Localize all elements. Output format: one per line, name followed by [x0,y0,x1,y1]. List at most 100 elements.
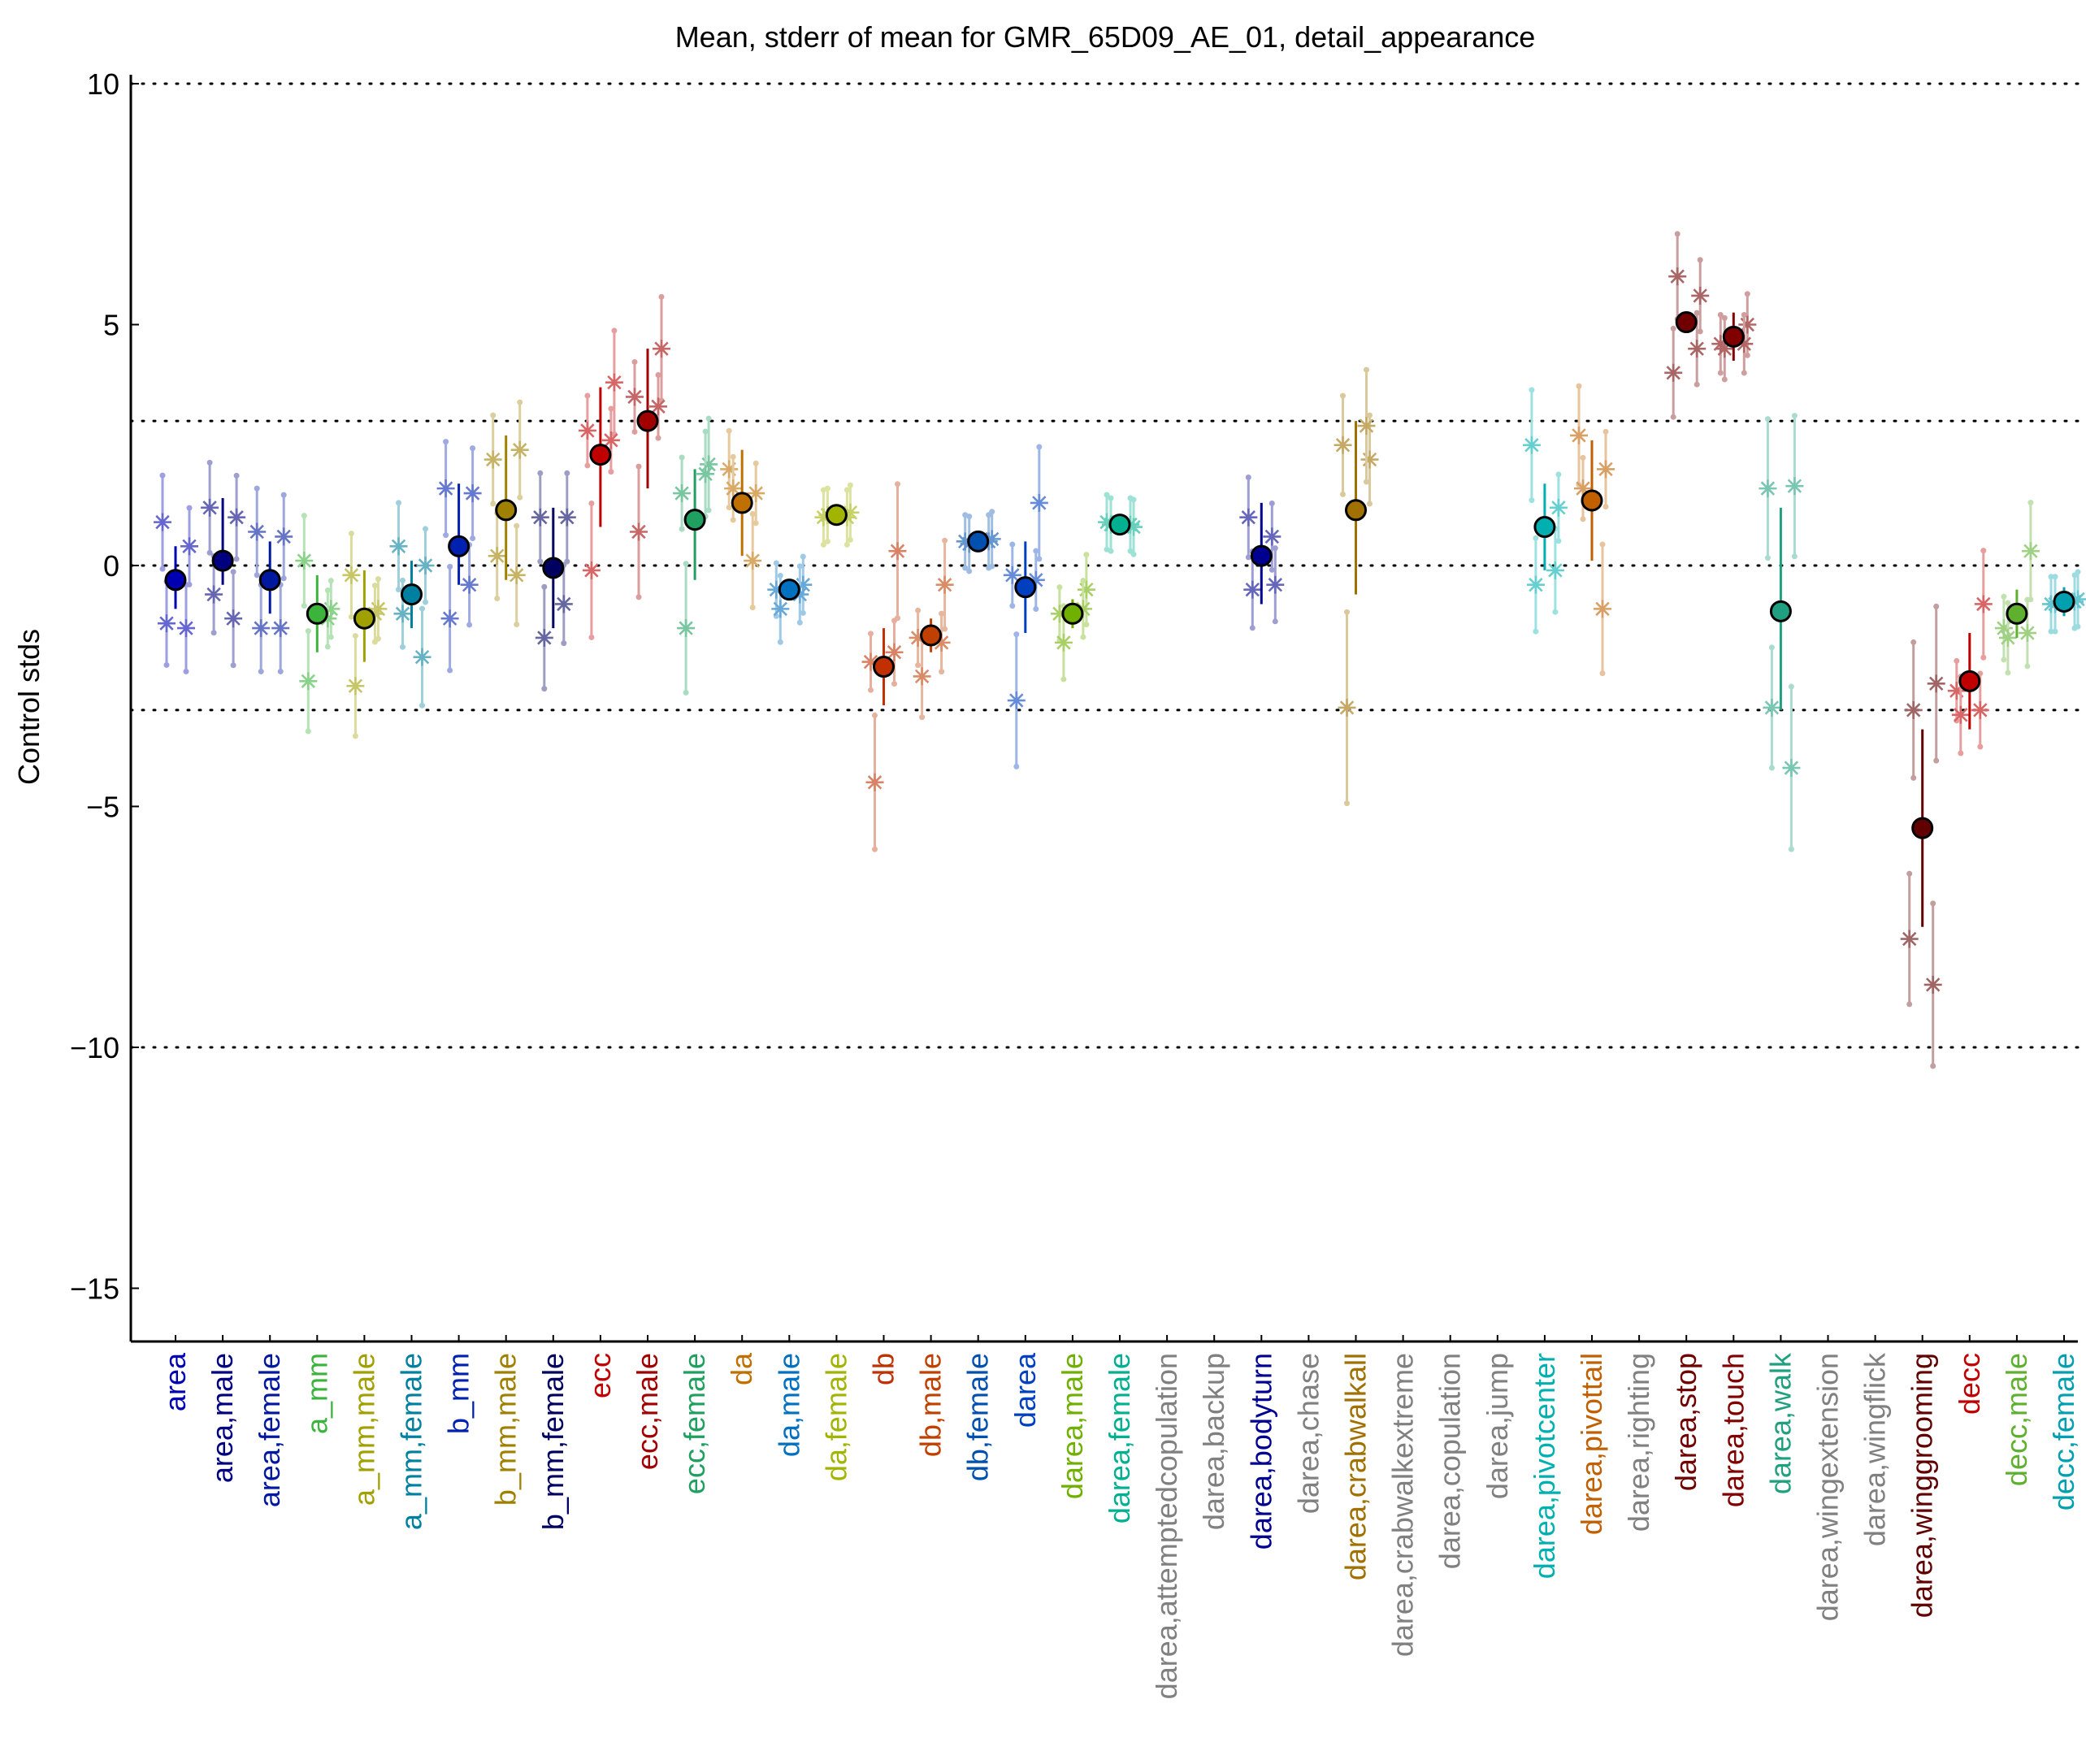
sample-error-cap [1741,370,1747,376]
sample-error-cap [655,435,661,441]
y-tick-label: 5 [103,309,119,342]
sample-error-cap [631,428,638,435]
sample-error-cap [2024,596,2031,603]
mean-marker [920,624,943,647]
category-group [1711,291,1757,383]
sample-error-cap [2001,593,2007,600]
sample-star-marker [535,628,553,647]
sample-error-cap [1954,657,1960,664]
mean-marker [306,602,328,625]
sample-star-marker [1239,508,1258,527]
mean-marker [683,509,706,531]
sample-error-cap [470,535,476,541]
category-group [436,439,482,674]
x-tick-label: darea,wingflick [1858,1352,1892,1546]
sample-error-cap [584,392,591,399]
x-tick-label: darea,crabwalkextreme [1386,1353,1420,1657]
mean-marker [731,492,753,514]
mean-marker [1911,817,1934,839]
sample-error-cap [939,610,945,617]
sample-star-marker [1526,575,1545,594]
sample-star-marker [626,388,644,406]
sample-star-marker [201,498,219,517]
x-tick-label: b_mm,male [489,1353,523,1506]
y-axis-label: Control stds [12,629,46,785]
x-tick-label: darea,male [1056,1353,1089,1499]
sample-error-cap [1910,774,1917,781]
sample-error-cap [163,661,170,668]
x-tick-label: decc [1953,1353,1986,1415]
sample-star-marker [1971,700,1989,719]
x-tick-label: darea,pivotcenter [1528,1353,1561,1579]
category-group [531,470,576,692]
sample-error-cap [514,522,520,529]
y-tick-label: 0 [103,549,119,583]
sample-star-marker [413,648,432,666]
category-group [673,415,718,696]
sample-star-marker [630,522,648,541]
sample-error-cap [796,619,803,626]
mean-marker [495,499,518,522]
sample-error-cap [730,517,736,523]
sample-error-cap [1580,454,1586,461]
category-group [1003,444,1048,769]
sample-star-marker [299,672,318,691]
sample-star-marker [696,465,715,483]
sample-star-marker [1785,477,1804,496]
sample-error-cap [541,583,548,590]
sample-star-marker [885,643,904,661]
sample-star-marker [578,421,596,440]
sample-star-marker [1927,674,1945,693]
sample-star-marker [1759,479,1777,498]
sample-star-marker [557,508,576,527]
sample-error-cap [915,662,922,669]
sample-star-marker [653,340,670,358]
sample-error-cap [1108,548,1114,554]
sample-error-cap [371,639,378,645]
sample-error-cap [631,358,638,365]
sample-error-cap [1340,392,1346,399]
sample-error-cap [447,667,453,674]
sample-error-cap [966,568,973,574]
mean-marker [1250,544,1273,567]
sample-error-cap [1340,491,1346,497]
sample-error-cap [2005,670,2011,676]
sample-error-cap [844,541,850,548]
x-tick-label: db,male [914,1353,948,1457]
sample-error-cap [1009,603,1016,609]
sample-star-marker [1951,705,1970,724]
sample-star-marker [1974,595,1993,613]
category-group [814,482,860,548]
sample-error-cap [327,578,334,584]
sample-star-marker [460,575,479,594]
mean-marker [1769,600,1792,622]
sample-error-cap [1033,606,1039,613]
sample-error-cap [1602,428,1609,435]
data-series [154,231,2086,1069]
sample-error-cap [1344,800,1350,807]
sample-error-cap [1599,541,1606,548]
sample-error-cap [1717,370,1724,376]
sample-error-cap [777,639,783,645]
sample-error-cap [301,603,307,609]
mean-marker [873,656,895,678]
sample-error-cap [1364,366,1369,373]
sample-star-marker [649,397,667,416]
sample-error-cap [400,577,405,583]
sample-error-cap [419,605,425,612]
sample-error-cap [1533,535,1539,541]
sample-star-marker [1998,628,2017,647]
sample-star-marker [463,484,482,503]
sample-star-marker [677,619,696,638]
sample-error-cap [324,587,331,594]
sample-error-cap [1009,541,1016,548]
sample-error-cap [1104,492,1110,498]
mean-marker [1345,499,1367,522]
sample-error-cap [942,626,948,632]
sample-star-marker [1668,267,1687,286]
mean-marker [825,504,848,527]
sample-error-cap [159,566,166,572]
sample-star-marker [531,508,549,527]
mean-marker [1581,489,1603,512]
category-group [342,531,388,739]
